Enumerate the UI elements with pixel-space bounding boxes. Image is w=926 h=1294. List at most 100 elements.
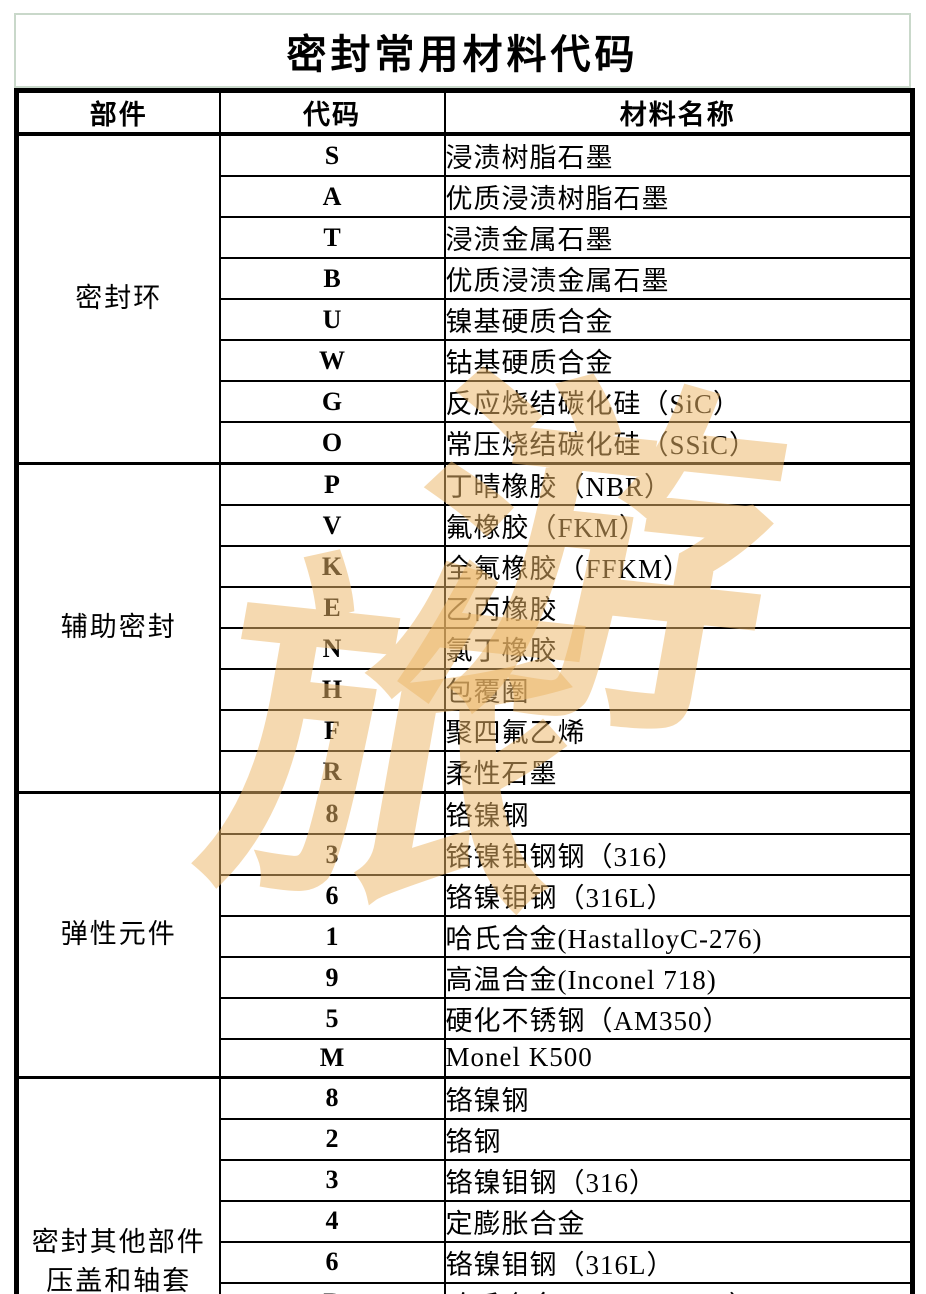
- material-cell: 浸渍金属石墨: [443, 216, 914, 258]
- code-cell: 3: [218, 833, 446, 875]
- table-row: 6 铬镍钼钢（316L）: [17, 874, 914, 916]
- material-cell: 优质浸渍树脂石墨: [443, 175, 914, 217]
- code-cell: 6: [218, 1240, 446, 1283]
- header-row: 部件 代码 材料名称: [15, 90, 914, 136]
- material-cell: 铬镍钼钢（316L）: [443, 1240, 914, 1283]
- material-cell: 优质浸渍金属石墨: [443, 257, 914, 299]
- material-cell: 柔性石墨: [443, 750, 914, 793]
- material-cell: 聚四氟乙烯: [443, 709, 914, 751]
- material-cell: Monel K500: [443, 1037, 914, 1078]
- material-cell: 哈氏合金(HastalloyC-276): [443, 915, 914, 957]
- table-header: 部件 代码 材料名称: [15, 90, 914, 136]
- material-cell: 镍基硬质合金: [443, 298, 914, 340]
- title-frame: 密封常用材料代码: [14, 13, 911, 88]
- code-cell: H: [218, 668, 446, 710]
- header-part: 部件: [15, 90, 221, 136]
- table-row: 9 高温合金(Inconel 718): [17, 956, 914, 998]
- code-cell: K: [218, 545, 446, 587]
- material-cell: 氟橡胶（FKM）: [443, 504, 914, 546]
- code-cell: M: [218, 1037, 446, 1078]
- code-cell: 6: [218, 874, 446, 916]
- part-label-line: 辅助密封: [60, 612, 177, 643]
- table-row: 2 铬钢: [17, 1117, 914, 1160]
- code-cell: W: [218, 339, 446, 381]
- table-row: N 氯丁橡胶: [17, 627, 914, 669]
- part-label-line: 弹性元件: [60, 919, 177, 950]
- code-cell: T: [218, 216, 446, 258]
- table-row: H 包覆圈: [17, 668, 914, 710]
- material-cell: 反应烧结碳化硅（SiC）: [443, 380, 914, 422]
- table-row: 3 铬镍钼钢钢（316）: [17, 833, 914, 875]
- material-cell: 高温合金(Inconel 718): [443, 956, 914, 998]
- table-row: 4 定膨胀合金: [17, 1199, 914, 1242]
- material-cell: 常压烧结碳化硅（SSiC）: [443, 421, 914, 464]
- table-row: U 镍基硬质合金: [17, 298, 914, 340]
- code-cell: 4: [218, 1199, 446, 1242]
- code-cell: O: [218, 421, 446, 464]
- code-cell: 8: [218, 1075, 446, 1119]
- material-cell: 铬镍钢: [443, 1075, 914, 1119]
- code-cell: S: [218, 134, 446, 176]
- material-cell: 铬镍钼钢（316）: [443, 1158, 914, 1201]
- material-cell: 硬化不锈钢（AM350）: [443, 997, 914, 1039]
- table-row: K 全氟橡胶（FFKM）: [17, 545, 914, 587]
- code-cell: P: [218, 462, 446, 505]
- table-row: A 优质浸渍树脂石墨: [17, 175, 914, 217]
- table-row: F 聚四氟乙烯: [17, 709, 914, 751]
- code-cell: R: [218, 750, 446, 793]
- material-cell: 铬钢: [443, 1117, 914, 1160]
- table-row: 弹性元件 8 铬镍钢: [15, 791, 914, 1078]
- table-row: V 氟橡胶（FKM）: [17, 504, 914, 546]
- table-row: 6 铬镍钼钢（316L）: [17, 1240, 914, 1283]
- table-row: O 常压烧结碳化硅（SSiC）: [17, 421, 914, 464]
- code-cell: B: [218, 1281, 446, 1294]
- table-row: M Monel K500: [17, 1037, 914, 1078]
- part-label-line: 密封其他部件: [31, 1227, 206, 1258]
- code-cell: N: [218, 627, 446, 669]
- page-title: 密封常用材料代码: [286, 31, 639, 77]
- part-label-line: 密封环: [75, 283, 163, 314]
- table-row: T 浸渍金属石墨: [17, 216, 914, 258]
- part-cell: 辅助密封: [15, 462, 221, 793]
- part-cell: 密封其他部件 压盖和轴套: [15, 1075, 221, 1294]
- material-cell: 定膨胀合金: [443, 1199, 914, 1242]
- material-cell: 全氟橡胶（FFKM）: [443, 545, 914, 587]
- table-row: 3 铬镍钼钢（316）: [17, 1158, 914, 1201]
- code-cell: G: [218, 380, 446, 422]
- table-row: 5 硬化不锈钢（AM350）: [17, 997, 914, 1039]
- table-row: E 乙丙橡胶: [17, 586, 914, 628]
- header-material: 材料名称: [443, 90, 914, 136]
- table-row: W 钴基硬质合金: [17, 339, 914, 381]
- material-cell: 铬镍钼钢（316L）: [443, 874, 914, 916]
- table-row: 密封其他部件 压盖和轴套 8 铬镍钢: [15, 1075, 914, 1294]
- material-cell: 乙丙橡胶: [443, 586, 914, 628]
- code-cell: 8: [218, 791, 446, 834]
- code-cell: E: [218, 586, 446, 628]
- material-table-body: 密封环 S 浸渍树脂石墨 A 优质浸渍树脂石墨 T 浸渍金属石墨 B 优质浸渍金属石墨 U 镍基硬质…: [15, 134, 914, 1294]
- material-code-table: 部件 代码 材料名称 密封环 S 浸渍树脂石墨 A 优质浸渍树脂石墨 T 浸渍金属石墨 B 优质…: [14, 88, 915, 1294]
- code-cell: U: [218, 298, 446, 340]
- material-cell: 铬镍钼钢钢（316）: [443, 833, 914, 875]
- table-row: B哈氏合金(Hastalloy B2 ）: [17, 1281, 914, 1294]
- code-cell: A: [218, 175, 446, 217]
- code-cell: 9: [218, 956, 446, 998]
- code-cell: 2: [218, 1117, 446, 1160]
- code-cell: 3: [218, 1158, 446, 1201]
- material-cell: 浸渍树脂石墨: [443, 134, 914, 176]
- header-code: 代码: [218, 90, 446, 136]
- part-cell: 弹性元件: [15, 791, 221, 1078]
- material-cell: 哈氏合金(Hastalloy B2 ）: [443, 1281, 914, 1294]
- part-cell: 密封环: [15, 134, 221, 464]
- material-cell: 钴基硬质合金: [443, 339, 914, 381]
- material-cell: 氯丁橡胶: [443, 627, 914, 669]
- table-row: 辅助密封 P 丁晴橡胶（NBR）: [15, 462, 914, 793]
- material-cell: 包覆圈: [443, 668, 914, 710]
- material-cell: 铬镍钢: [443, 791, 914, 834]
- code-cell: F: [218, 709, 446, 751]
- material-cell: 丁晴橡胶（NBR）: [443, 462, 914, 505]
- code-cell: 5: [218, 997, 446, 1039]
- table-row: G 反应烧结碳化硅（SiC）: [17, 380, 914, 422]
- table-row: 1 哈氏合金(HastalloyC-276): [17, 915, 914, 957]
- part-label-line: 压盖和轴套: [46, 1266, 192, 1294]
